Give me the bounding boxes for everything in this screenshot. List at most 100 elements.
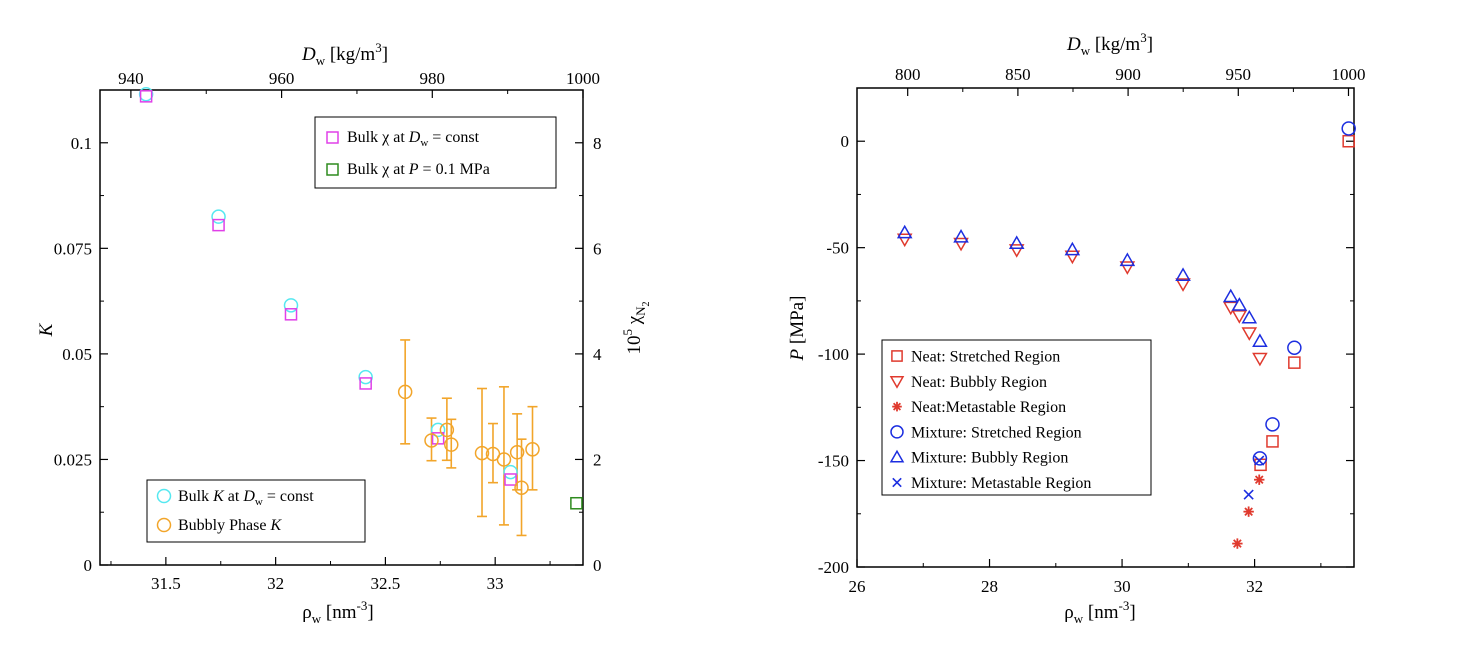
- left-data-marks: [138, 86, 583, 510]
- right-legend-entry: Mixture: Metastable Region: [911, 475, 1091, 492]
- y-tick-label: -200: [818, 558, 849, 577]
- y-tick-label: 0: [84, 556, 93, 575]
- data-point-triangle-up: [953, 229, 969, 243]
- data-point-circle: [430, 422, 446, 438]
- y-tick-label: -150: [818, 452, 849, 471]
- data-point-triangle-down: [896, 233, 913, 248]
- data-point-x: [1254, 455, 1265, 466]
- data-point-asterisk: [1243, 506, 1254, 517]
- data-point-circle: [496, 452, 512, 467]
- data-point-triangle-up: [1252, 333, 1268, 347]
- data-point-circle: [474, 445, 490, 461]
- data-point-circle: [1341, 121, 1356, 136]
- data-point-triangle-down: [1008, 244, 1025, 258]
- legend-marker-circle: [890, 425, 904, 439]
- error-bar: [487, 422, 498, 484]
- error-bar: [426, 417, 437, 462]
- legend-marker-triangle-up: [889, 449, 905, 463]
- x-top-tick-label: 950: [1226, 65, 1252, 84]
- x-tick-label: 28: [981, 577, 998, 596]
- data-point-circle: [525, 442, 540, 457]
- chart-right: 26 28 30 32 800 850 900 950 1000 -200 -150 -100 -50 0…: [787, 30, 1365, 626]
- x-top-tick-label: 980: [420, 69, 446, 88]
- x-top-tick-label: 1000: [1331, 65, 1365, 84]
- left-legend-bottom-entry-2: Bubbly Phase K: [178, 517, 282, 534]
- data-point-circle: [358, 369, 373, 385]
- error-bar: [446, 418, 457, 469]
- data-point-circle: [1265, 417, 1280, 432]
- data-point-circle: [211, 209, 226, 224]
- chart-left: 31.5 32 32.5 33 940 960 980 1000 0 0.025 0.05 0.075…: [36, 40, 652, 626]
- data-point-square: [1266, 435, 1279, 448]
- error-bar: [527, 405, 538, 491]
- data-point-x: [1243, 489, 1254, 500]
- data-point-triangle-up: [1241, 309, 1258, 324]
- data-point-square: [359, 377, 372, 390]
- left-ylabel: K: [36, 322, 57, 337]
- left-ylabel-right: 105 χN2: [620, 301, 652, 354]
- right-legend-entry: Neat: Stretched Region: [911, 349, 1060, 366]
- legend-marker-square: [326, 131, 339, 144]
- y-tick-label: 0: [841, 132, 850, 151]
- left-legend-top: Bulk χ at Dw = const Bulk χ at P = 0.1 M…: [314, 116, 557, 189]
- data-point-square: [1288, 356, 1301, 369]
- left-legend-bottom-box: [146, 479, 366, 543]
- data-point-triangle-down: [1222, 301, 1239, 316]
- right-legend-entry: Neat: Bubbly Region: [911, 374, 1047, 391]
- legend-marker-square: [326, 163, 339, 176]
- x-tick-label: 32: [267, 574, 284, 593]
- y-tick-label: 0.075: [54, 239, 92, 258]
- legend-marker-asterisk: [892, 401, 902, 412]
- x-top-tick-label: 960: [269, 69, 295, 88]
- data-point-square: [431, 432, 445, 445]
- data-point-circle: [1252, 451, 1268, 466]
- data-point-triangle-down: [1241, 327, 1258, 341]
- left-legend-top-entry-1: Bulk χ at Dw = const: [347, 129, 480, 149]
- error-bar: [400, 339, 411, 445]
- data-point-circle: [1287, 340, 1302, 355]
- data-point-square: [570, 496, 583, 510]
- x-tick-label: 31.5: [151, 574, 181, 593]
- data-point-circle: [439, 422, 455, 438]
- left-legend-top-entry-2: Bulk χ at P = 0.1 MPa: [347, 161, 490, 178]
- y-right-tick-label: 0: [593, 556, 602, 575]
- right-plot-frame: [856, 87, 1355, 568]
- error-bar: [477, 387, 488, 518]
- legend-marker-triangle-down: [889, 376, 905, 389]
- left-legend-top-box: [314, 116, 557, 189]
- right-xlabel-bottom: ρw [nm-3]: [1064, 598, 1135, 626]
- error-bar: [498, 386, 509, 526]
- y-tick-label: 0.05: [62, 345, 92, 364]
- right-ticks: 26 28 30 32 800 850 900 950 1000 -200 -150 -100 -50 0: [818, 65, 1366, 596]
- x-tick-label: 32.5: [371, 574, 401, 593]
- data-point-triangle-down: [1119, 261, 1136, 275]
- y-right-tick-label: 6: [593, 239, 602, 258]
- error-bar: [516, 438, 527, 537]
- left-ticks: 31.5 32 32.5 33 940 960 980 1000 0 0.025 0.05 0.075…: [54, 69, 602, 593]
- right-legend-box: [881, 339, 1152, 496]
- data-point-triangle-down: [1175, 278, 1191, 292]
- right-xlabel-top: Dw [kg/m3]: [1066, 30, 1153, 58]
- data-point-square: [139, 90, 153, 103]
- x-top-tick-label: 940: [118, 69, 144, 88]
- data-point-triangle-up: [1231, 297, 1248, 311]
- y-tick-label: 0.025: [54, 450, 92, 469]
- data-point-circle: [444, 437, 459, 452]
- y-right-tick-label: 2: [593, 450, 602, 469]
- right-legend: Neat: Stretched Region Neat: Bubbly Regio…: [881, 339, 1152, 496]
- y-tick-label: 0.1: [71, 134, 92, 153]
- legend-marker-x: [892, 477, 902, 488]
- data-point-triangle-up: [896, 224, 913, 239]
- x-tick-label: 26: [849, 577, 866, 596]
- data-point-circle: [514, 480, 529, 495]
- x-top-tick-label: 800: [895, 65, 921, 84]
- x-tick-label: 33: [487, 574, 504, 593]
- legend-marker-circle: [156, 517, 172, 533]
- data-point-square: [212, 218, 225, 232]
- x-top-tick-label: 850: [1005, 65, 1031, 84]
- y-right-tick-label: 4: [593, 345, 602, 364]
- data-point-circle: [397, 384, 413, 400]
- x-tick-label: 30: [1114, 577, 1131, 596]
- left-error-bars: [400, 339, 538, 537]
